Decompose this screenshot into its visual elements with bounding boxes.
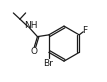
Text: Br: Br [43,59,53,68]
Text: F: F [82,26,87,35]
Text: O: O [30,47,37,56]
Text: NH: NH [24,21,38,30]
